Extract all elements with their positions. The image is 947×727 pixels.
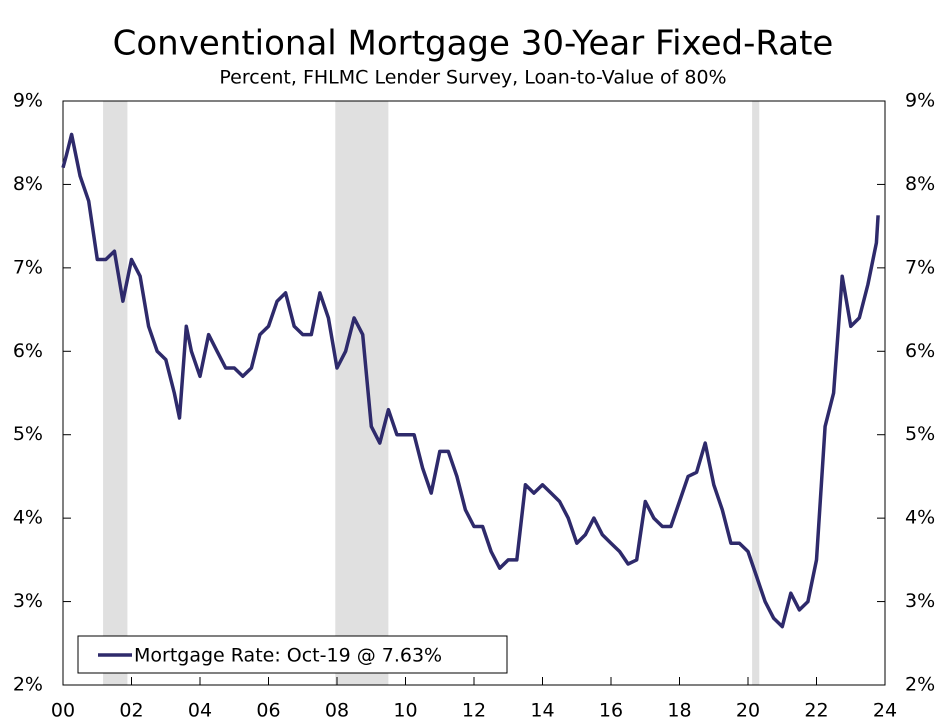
legend-box (77, 635, 508, 674)
x-tick-label: 08 (325, 700, 349, 722)
x-tick-label: 04 (188, 700, 212, 722)
recession-band (335, 101, 389, 685)
y-tick-label: 9% (13, 90, 43, 112)
y-tick-label: 7% (13, 256, 43, 278)
x-tick-label: 02 (119, 700, 143, 722)
chart-subtitle: Percent, FHLMC Lender Survey, Loan-to-Va… (219, 67, 726, 89)
y-tick-label: 6% (13, 340, 43, 362)
plot-frame (62, 100, 886, 686)
legend-label: Mortgage Rate: Oct-19 @ 7.63% (134, 645, 442, 667)
y2-tick-label: 5% (905, 423, 935, 445)
x-tick-label: 24 (873, 700, 897, 722)
y2-tick-label: 9% (905, 90, 935, 112)
x-tick-label: 00 (51, 700, 75, 722)
x-tick-label: 10 (393, 700, 417, 722)
y-tick-label: 2% (13, 674, 43, 696)
y2-tick-label: 6% (905, 340, 935, 362)
x-tick-label: 06 (256, 700, 280, 722)
y2-tick-label: 2% (905, 674, 935, 696)
y2-tick-label: 3% (905, 590, 935, 612)
recession-band (103, 101, 128, 685)
recession-band (752, 101, 760, 685)
y2-tick-label: 8% (905, 173, 935, 195)
chart-title: Conventional Mortgage 30-Year Fixed-Rate (113, 24, 834, 64)
y-tick-label: 5% (13, 423, 43, 445)
x-tick-label: 22 (804, 700, 828, 722)
x-tick-label: 18 (667, 700, 691, 722)
series-line (61, 132, 880, 629)
x-tick-label: 12 (462, 700, 486, 722)
x-tick-label: 14 (530, 700, 554, 722)
y-tick-label: 8% (13, 173, 43, 195)
y-tick-label: 4% (13, 507, 43, 529)
x-tick-label: 20 (736, 700, 760, 722)
y2-tick-label: 4% (905, 507, 935, 529)
y-tick-label: 3% (13, 590, 43, 612)
y2-tick-label: 7% (905, 256, 935, 278)
x-tick-label: 16 (599, 700, 623, 722)
